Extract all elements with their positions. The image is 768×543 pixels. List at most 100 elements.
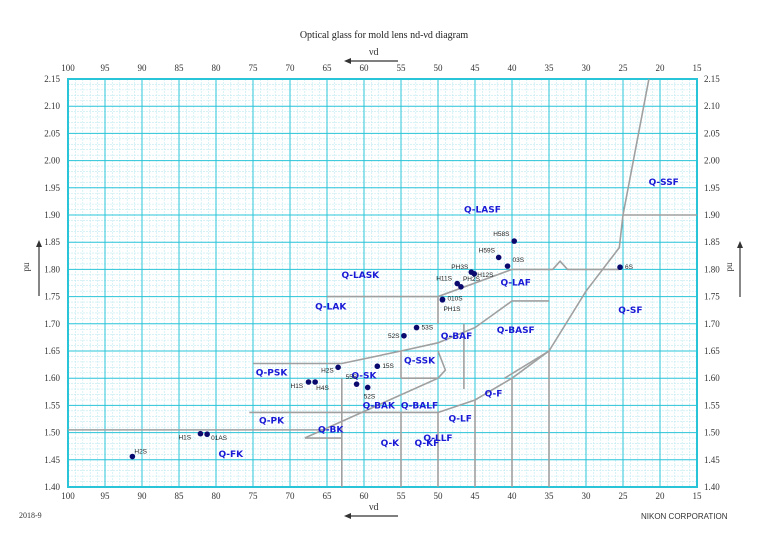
- glass-point: H4S: [312, 379, 329, 392]
- region-label: Q-PSK: [256, 368, 289, 378]
- region-label: Q-LAK: [315, 303, 347, 313]
- y-tick-right: 2.15: [704, 74, 720, 84]
- left-nd-arrow-icon: [36, 240, 42, 296]
- date-label: 2018-9: [19, 511, 42, 520]
- x-tick-top: 95: [101, 63, 111, 73]
- svg-text:010S: 010S: [447, 295, 463, 302]
- x-tick-bottom: 80: [212, 491, 222, 501]
- glass-point: 03S: [504, 257, 525, 269]
- y-tick-left: 1.75: [44, 292, 60, 302]
- y-tick-left: 1.55: [44, 400, 60, 410]
- y-tick-right: 1.70: [704, 319, 720, 329]
- glass-point: 55S: [346, 374, 360, 387]
- region-labels: Q-SSF Q-LASF Q-LAF Q-LASK Q-LAK Q-BASF Q-SF Q-B…: [218, 178, 678, 460]
- glass-point: 01AS: [204, 431, 228, 442]
- x-tick-top: 100: [61, 63, 75, 73]
- x-tick-bottom: 95: [101, 491, 111, 501]
- y-tick-right: 1.45: [704, 455, 720, 465]
- x-tick-top: 90: [138, 63, 148, 73]
- x-tick-bottom: 75: [249, 491, 259, 501]
- y-tick-left: 2.10: [44, 101, 60, 111]
- glass-point: 53S: [413, 325, 434, 332]
- y-tick-left: 1.85: [44, 237, 60, 247]
- y-tick-right: 1.60: [704, 373, 720, 383]
- region-label: Q-BK: [318, 426, 344, 436]
- glass-point: 15S: [374, 363, 395, 370]
- x-tick-bottom: 20: [656, 491, 666, 501]
- bottom-axis-symbol: νd: [369, 502, 379, 513]
- x-tick-top: 45: [471, 63, 481, 73]
- x-tick-top: 70: [286, 63, 296, 73]
- region-label: Q-BASF: [497, 326, 535, 336]
- minor-grid: [67, 78, 698, 488]
- y-tick-left: 1.45: [44, 455, 60, 465]
- x-tick-top: 35: [545, 63, 555, 73]
- axis-ticks: 100 100 95 95 90 90 85 85 80 80 75 75 70 70 65 65 60 60 55…: [44, 63, 720, 501]
- glass-point: PH1S: [439, 297, 461, 313]
- svg-text:03S: 03S: [513, 257, 525, 264]
- y-tick-right: 1.50: [704, 428, 720, 438]
- svg-text:H1S: H1S: [291, 383, 304, 390]
- x-tick-bottom: 30: [582, 491, 592, 501]
- region-label: Q-SSK: [404, 357, 436, 367]
- y-tick-right: 1.65: [704, 346, 720, 356]
- region-label: Q-SF: [618, 306, 642, 316]
- y-tick-right: 1.75: [704, 292, 720, 302]
- y-tick-right: 1.80: [704, 264, 720, 274]
- svg-text:H1S: H1S: [178, 435, 191, 442]
- region-label: Q-SK: [351, 372, 377, 382]
- y-tick-right: 2.10: [704, 101, 720, 111]
- top-axis-symbol: νd: [369, 47, 379, 58]
- x-tick-top: 30: [582, 63, 592, 73]
- svg-text:6S: 6S: [625, 264, 634, 271]
- svg-text:55S: 55S: [346, 374, 358, 381]
- glass-point: H1S: [178, 430, 204, 442]
- region-label: Q-FK: [218, 450, 244, 460]
- y-tick-left: 1.95: [44, 183, 60, 193]
- major-grid: [67, 78, 698, 488]
- x-tick-bottom: 65: [323, 491, 333, 501]
- svg-text:H2S: H2S: [321, 367, 334, 374]
- y-tick-right: 1.40: [704, 482, 720, 492]
- glass-point: PH3S: [451, 264, 475, 275]
- glass-point: H2S: [321, 364, 341, 374]
- region-label: Q-LASK: [341, 271, 380, 281]
- region-label: Q-PK: [259, 416, 285, 426]
- x-tick-bottom: 70: [286, 491, 296, 501]
- x-tick-top: 80: [212, 63, 222, 73]
- chart-title: Optical glass for mold lens nd-νd diagra…: [299, 30, 469, 41]
- y-tick-right: 1.85: [704, 237, 720, 247]
- right-axis-symbol: nd: [725, 262, 736, 272]
- left-axis-symbol: nd: [22, 262, 33, 272]
- svg-text:H2S: H2S: [134, 449, 147, 456]
- x-tick-top: 20: [656, 63, 666, 73]
- x-tick-bottom: 45: [471, 491, 481, 501]
- x-tick-bottom: 25: [619, 491, 629, 501]
- y-tick-right: 1.95: [704, 183, 720, 193]
- glass-point: H12S: [471, 270, 494, 279]
- y-tick-right: 1.90: [704, 210, 720, 220]
- svg-text:52S: 52S: [364, 393, 376, 400]
- glass-point: H1S: [291, 379, 312, 390]
- top-vd-arrow-icon: [344, 58, 398, 64]
- y-tick-right: 2.05: [704, 128, 720, 138]
- svg-text:PH3S: PH3S: [451, 264, 469, 271]
- x-tick-bottom: 55: [397, 491, 407, 501]
- glass-points: H2S H1S 01AS H1S H4S H2S 15S 55S 52S 52S 53S 010S PH…: [129, 231, 634, 460]
- x-tick-bottom: 15: [693, 491, 703, 501]
- x-tick-top: 60: [360, 63, 370, 73]
- region-label: Q-KF: [415, 439, 440, 449]
- glass-point: H2S: [129, 449, 148, 460]
- svg-text:52S: 52S: [388, 333, 400, 340]
- glass-point: H59S: [479, 247, 502, 261]
- y-tick-left: 2.15: [44, 74, 60, 84]
- company-label: NIKON CORPORATION: [641, 512, 728, 521]
- x-tick-top: 25: [619, 63, 629, 73]
- glass-point: H11S: [436, 276, 461, 287]
- region-label: Q-LLF: [423, 434, 452, 444]
- svg-text:01AS: 01AS: [211, 435, 228, 442]
- x-tick-bottom: 100: [61, 491, 75, 501]
- region-label: Q-BALF: [401, 402, 438, 412]
- region-label: Q-LAF: [500, 279, 530, 289]
